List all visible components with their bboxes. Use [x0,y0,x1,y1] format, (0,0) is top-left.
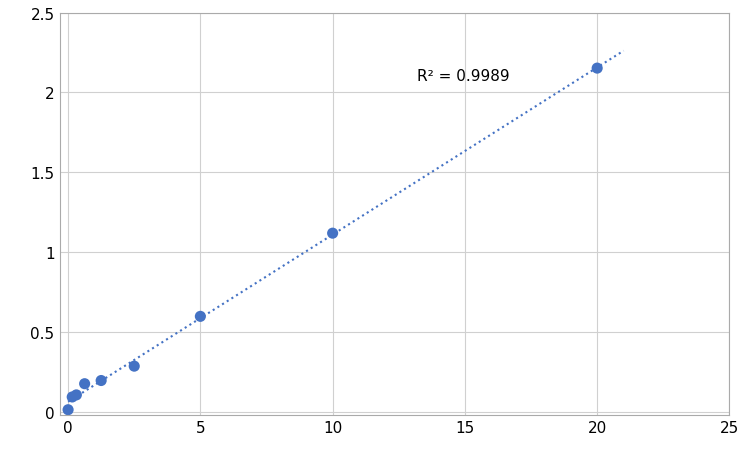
Point [71,391,83,399]
Point [194,313,206,320]
Point [79,380,91,387]
Point [128,363,140,370]
Point [591,65,603,73]
Point [66,393,78,400]
Point [96,377,108,384]
Point [326,230,338,237]
Point [62,406,74,414]
Text: R² = 0.9989: R² = 0.9989 [417,69,510,83]
